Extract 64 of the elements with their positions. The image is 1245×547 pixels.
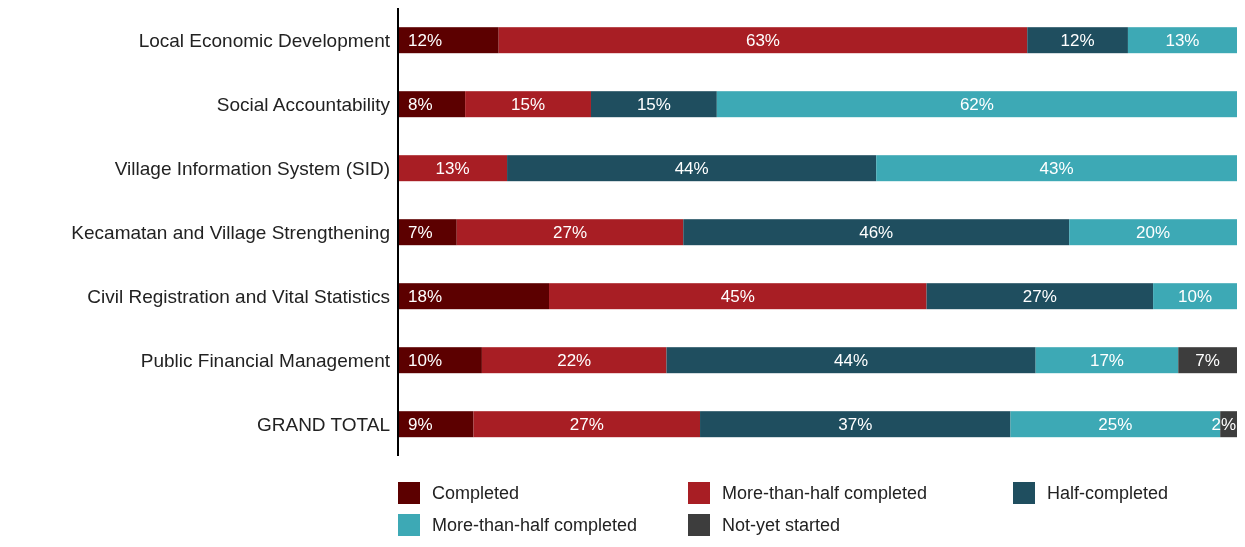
data-label: 44%: [834, 351, 869, 371]
data-label: 13%: [435, 159, 470, 179]
bar: [590, 91, 717, 118]
data-label: 25%: [1098, 415, 1133, 435]
data-label: 8%: [408, 95, 433, 115]
bar: [716, 91, 1237, 118]
bar: [876, 155, 1237, 182]
y-tick-label: Social Accountability: [216, 93, 391, 115]
bar: [700, 411, 1011, 438]
bar: [481, 347, 667, 374]
data-label: 12%: [1060, 31, 1095, 51]
data-label: 10%: [408, 351, 443, 371]
y-tick-label: Public Financial Management: [140, 349, 391, 371]
legend-label: Completed: [432, 482, 520, 504]
y-tick-label: Civil Registration and Vital Statistics: [87, 285, 390, 307]
bar: [398, 283, 550, 310]
data-label: 7%: [1195, 351, 1220, 371]
data-label: 45%: [720, 287, 755, 307]
bar: [1027, 27, 1128, 54]
bar: [1178, 347, 1237, 374]
data-label: 20%: [1136, 223, 1171, 243]
legend-label: More-than-half completed: [722, 482, 928, 504]
bar: [456, 219, 684, 246]
bar: [926, 283, 1154, 310]
bar: [666, 347, 1036, 374]
bar: [1127, 27, 1237, 54]
bar: [398, 155, 508, 182]
legend-label: Half-completed: [1047, 482, 1169, 504]
y-tick-label: Kecamatan and Village Strengthening: [71, 221, 390, 243]
data-label: 63%: [745, 31, 780, 51]
bar: [398, 411, 474, 438]
bar: [507, 155, 877, 182]
data-label: 27%: [569, 415, 604, 435]
data-label: 43%: [1039, 159, 1074, 179]
data-label: 22%: [557, 351, 592, 371]
y-tick-label: GRAND TOTAL: [256, 413, 390, 435]
bar: [683, 219, 1070, 246]
data-label: 13%: [1165, 31, 1200, 51]
data-label: 15%: [511, 95, 546, 115]
y-tick-label: Local Economic Development: [138, 29, 391, 51]
bar: [1035, 347, 1179, 374]
data-label: 27%: [1022, 287, 1057, 307]
bar: [1069, 219, 1237, 246]
bar: [465, 91, 591, 118]
data-label: 27%: [552, 223, 588, 243]
bar: [398, 27, 499, 54]
legend-label: Not-yet started: [722, 514, 841, 536]
data-label: 37%: [838, 415, 873, 435]
data-label: 44%: [674, 159, 709, 179]
data-label: 15%: [636, 95, 671, 115]
data-label: 46%: [859, 223, 894, 243]
data-label: 17%: [1089, 351, 1124, 371]
bar: [473, 411, 701, 438]
data-label: 62%: [959, 95, 994, 115]
data-label: 12%: [408, 31, 443, 51]
y-tick-label: Village Information System (SID): [114, 157, 390, 179]
data-label: 7%: [408, 223, 433, 243]
data-label: 18%: [408, 287, 443, 307]
data-label: 10%: [1178, 287, 1213, 307]
bar: [549, 283, 927, 310]
legend-label: More-than-half completed: [432, 514, 638, 536]
bar: [498, 27, 1028, 54]
bar: [1153, 283, 1237, 310]
data-label: 9%: [408, 415, 433, 435]
